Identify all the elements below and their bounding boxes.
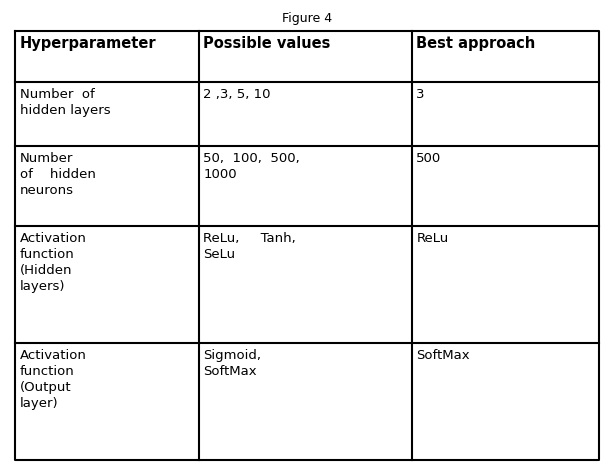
Text: 50,  100,  500,
1000: 50, 100, 500, 1000	[203, 152, 300, 181]
Text: Number
of    hidden
neurons: Number of hidden neurons	[20, 152, 96, 197]
Text: Number  of
hidden layers: Number of hidden layers	[20, 88, 111, 117]
Text: 2 ,3, 5, 10: 2 ,3, 5, 10	[203, 88, 271, 101]
Text: ReLu: ReLu	[416, 232, 449, 245]
Text: Activation
function
(Output
layer): Activation function (Output layer)	[20, 349, 87, 410]
Text: Possible values: Possible values	[203, 36, 331, 52]
Text: 3: 3	[416, 88, 425, 101]
Text: Hyperparameter: Hyperparameter	[20, 36, 157, 52]
Text: Best approach: Best approach	[416, 36, 535, 52]
Text: Figure 4: Figure 4	[282, 12, 332, 25]
Text: Activation
function
(Hidden
layers): Activation function (Hidden layers)	[20, 232, 87, 293]
Text: ReLu,     Tanh,
SeLu: ReLu, Tanh, SeLu	[203, 232, 296, 261]
Text: SoftMax: SoftMax	[416, 349, 470, 362]
Text: 500: 500	[416, 152, 441, 165]
Text: Sigmoid,
SoftMax: Sigmoid, SoftMax	[203, 349, 262, 378]
